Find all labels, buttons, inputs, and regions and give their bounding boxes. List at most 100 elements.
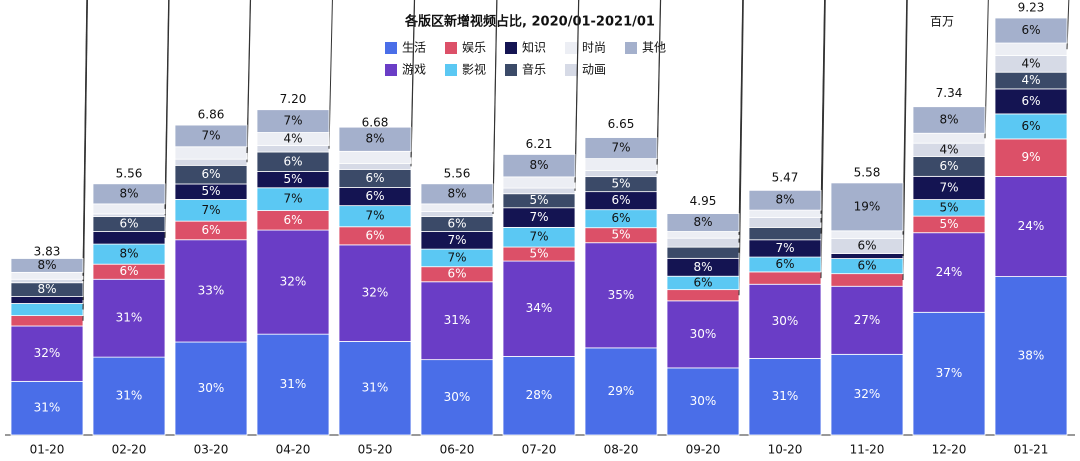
data-label: 24% <box>1018 219 1045 233</box>
label-leader <box>738 0 744 235</box>
data-label: 7% <box>283 192 302 206</box>
legend-swatch <box>385 42 397 54</box>
bar-segment <box>174 239 248 343</box>
data-label: 6% <box>775 257 794 271</box>
bar-segment <box>912 232 986 313</box>
bar-segment <box>10 380 84 436</box>
data-label: 34% <box>526 301 553 315</box>
legend-label: 娱乐 <box>462 41 486 55</box>
bar-segment <box>748 189 822 211</box>
bar-segment <box>174 341 248 436</box>
data-label: 4% <box>939 142 958 156</box>
data-label: 8% <box>693 260 712 274</box>
total-label: 5.47 <box>772 170 799 184</box>
data-label: 6% <box>201 167 220 181</box>
bar-segment <box>92 203 166 215</box>
total-label: 6.21 <box>526 137 553 151</box>
data-label: 6% <box>283 213 302 227</box>
legend-label: 音乐 <box>522 62 546 77</box>
data-label: 5% <box>939 200 958 214</box>
x-tick-label: 05-20 <box>358 443 393 457</box>
data-label: 37% <box>936 366 963 380</box>
legend-swatch <box>385 64 397 76</box>
bar-segment <box>10 296 84 304</box>
bar-segment <box>502 260 576 357</box>
total-label: 5.56 <box>444 166 471 180</box>
bar-segment <box>994 88 1068 115</box>
data-label: 9% <box>1021 150 1040 164</box>
x-tick-label: 08-20 <box>604 443 639 457</box>
data-label: 6% <box>201 223 220 237</box>
data-label: 6% <box>857 238 876 252</box>
data-label: 7% <box>447 250 466 264</box>
bar-segment <box>994 17 1068 44</box>
bar-segment <box>994 176 1068 277</box>
data-label: 31% <box>444 313 471 327</box>
data-label: 7% <box>201 203 220 217</box>
data-label: 6% <box>939 159 958 173</box>
bar-segment <box>10 325 84 382</box>
data-label: 33% <box>198 283 225 297</box>
bar-segment <box>666 246 740 259</box>
data-label: 6% <box>611 193 630 207</box>
legend-label: 时尚 <box>582 41 606 55</box>
data-label: 24% <box>936 265 963 279</box>
data-label: 32% <box>280 275 307 289</box>
label-leader <box>902 0 908 235</box>
data-label: 4% <box>283 131 302 145</box>
data-label: 6% <box>1021 94 1040 108</box>
label-leader <box>984 0 989 139</box>
bar-segment <box>830 253 904 259</box>
total-label: 6.65 <box>608 117 635 131</box>
label-leader <box>574 0 580 183</box>
legend-swatch <box>505 64 517 76</box>
data-label: 5% <box>283 172 302 186</box>
bar-segment <box>994 276 1068 436</box>
data-label: 30% <box>772 314 799 328</box>
data-label: 31% <box>116 389 143 403</box>
bar-segment <box>748 217 822 228</box>
data-label: 7% <box>529 210 548 224</box>
data-label: 7% <box>283 114 302 128</box>
data-label: 6% <box>365 228 384 242</box>
bar-segment <box>256 109 330 133</box>
bar-segment <box>748 209 822 218</box>
data-label: 4% <box>1021 56 1040 70</box>
legend-swatch <box>625 42 637 54</box>
bar-segment <box>666 237 740 248</box>
x-tick-label: 10-20 <box>768 443 803 457</box>
data-label: 7% <box>529 230 548 244</box>
label-leader <box>82 0 88 276</box>
bar-segment <box>338 341 412 436</box>
legend-swatch <box>565 64 577 76</box>
bar-segment <box>256 145 330 153</box>
total-label: 7.34 <box>936 86 963 100</box>
bar-segment <box>830 273 904 287</box>
x-tick-label: 02-20 <box>112 443 147 457</box>
x-tick-label: 01-20 <box>30 443 65 457</box>
data-label: 31% <box>772 389 799 403</box>
bar-segment <box>10 315 84 327</box>
data-label: 31% <box>34 401 61 415</box>
label-leader <box>246 0 251 153</box>
bar-segment <box>666 289 740 302</box>
bar-segment <box>912 311 986 436</box>
data-label: 8% <box>529 158 548 172</box>
data-label: 8% <box>775 193 794 207</box>
bar-segment <box>584 347 658 436</box>
total-label: 6.86 <box>198 108 225 122</box>
legend-swatch <box>505 42 517 54</box>
label-leader <box>656 0 661 165</box>
bar-segment <box>912 132 986 144</box>
data-label: 6% <box>611 211 630 225</box>
data-label: 5% <box>939 217 958 231</box>
bar-segment <box>338 150 412 164</box>
bar-segment <box>748 357 822 436</box>
x-tick-label: 12-20 <box>932 443 967 457</box>
total-label: 9.23 <box>1018 1 1045 15</box>
bar-segment <box>748 227 822 241</box>
total-label: 4.95 <box>690 194 717 208</box>
data-label: 6% <box>283 154 302 168</box>
bar-segment <box>10 278 84 284</box>
